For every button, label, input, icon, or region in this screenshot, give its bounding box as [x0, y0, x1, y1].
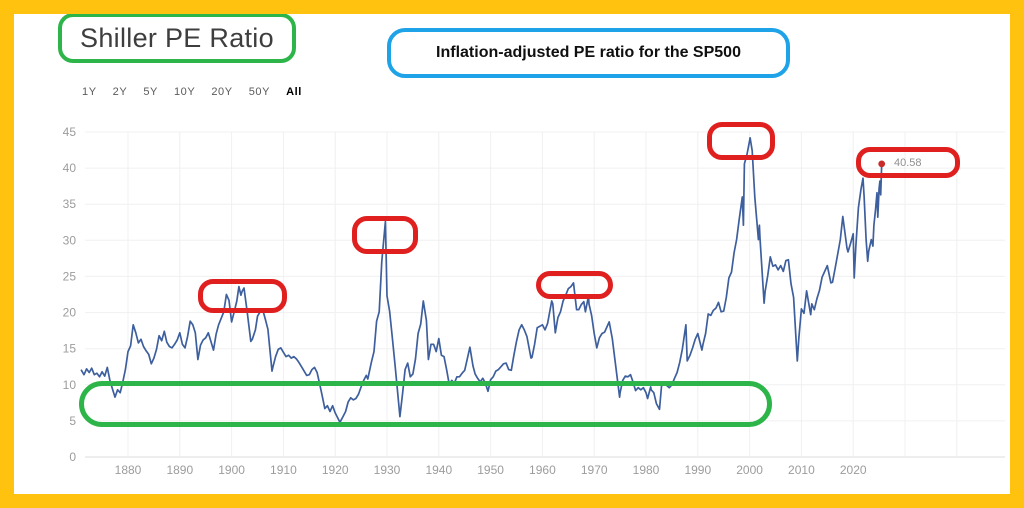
svg-text:1910: 1910 — [270, 463, 297, 477]
svg-text:2000: 2000 — [736, 463, 763, 477]
chart-subtitle: Inflation-adjusted PE ratio for the SP50… — [436, 44, 741, 61]
svg-text:1930: 1930 — [374, 463, 401, 477]
svg-text:1950: 1950 — [477, 463, 504, 477]
svg-text:1970: 1970 — [581, 463, 608, 477]
svg-text:2020: 2020 — [840, 463, 867, 477]
range-option-10y[interactable]: 10Y — [173, 86, 196, 98]
range-option-all[interactable]: All — [286, 86, 302, 98]
svg-text:20: 20 — [63, 306, 77, 320]
range-option-20y[interactable]: 20Y — [211, 86, 233, 98]
page-title: Shiller PE Ratio — [80, 22, 274, 53]
svg-text:1940: 1940 — [425, 463, 452, 477]
svg-text:0: 0 — [69, 450, 76, 464]
title-annotation-box: Shiller PE Ratio — [58, 13, 296, 63]
annotation-1929-peak-box — [352, 216, 418, 254]
annotation-2000-peak-box — [707, 122, 775, 160]
svg-text:35: 35 — [63, 197, 77, 211]
range-option-1y[interactable]: 1Y — [82, 86, 97, 98]
last-value-label: 40.58 — [894, 157, 922, 169]
svg-text:25: 25 — [63, 269, 77, 283]
annotation-1901-peak-box — [198, 279, 287, 313]
svg-text:1920: 1920 — [322, 463, 349, 477]
range-option-5y[interactable]: 5Y — [143, 86, 158, 98]
svg-text:1980: 1980 — [633, 463, 660, 477]
svg-text:30: 30 — [63, 233, 77, 247]
svg-text:10: 10 — [63, 378, 77, 392]
annotation-current-value-box — [856, 147, 960, 178]
subtitle-annotation-box: Inflation-adjusted PE ratio for the SP50… — [387, 28, 790, 78]
svg-text:1990: 1990 — [684, 463, 711, 477]
svg-text:1880: 1880 — [115, 463, 142, 477]
svg-text:1900: 1900 — [218, 463, 245, 477]
svg-text:1960: 1960 — [529, 463, 556, 477]
range-option-50y[interactable]: 50Y — [248, 86, 271, 98]
annotation-1966-peak-box — [536, 271, 613, 299]
svg-text:40: 40 — [63, 161, 77, 175]
svg-text:45: 45 — [63, 125, 77, 139]
svg-text:2010: 2010 — [788, 463, 815, 477]
time-range-selector: 1Y 2Y 5Y 10Y 20Y 50Y All — [82, 86, 302, 98]
range-option-2y[interactable]: 2Y — [112, 86, 128, 98]
svg-text:15: 15 — [63, 342, 77, 356]
svg-text:1890: 1890 — [166, 463, 193, 477]
shiller-pe-line-chart[interactable]: 0 5 10 15 20 25 30 35 40 45 1880 1890 1900 1910 1920 19… — [50, 105, 1010, 485]
annotation-low-valuations-oval — [79, 381, 772, 427]
svg-text:5: 5 — [69, 414, 76, 428]
